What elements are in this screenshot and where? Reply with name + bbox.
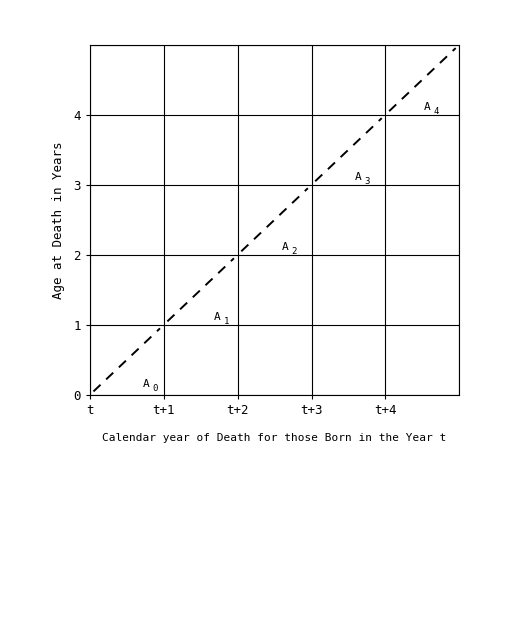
Text: A: A <box>282 242 289 252</box>
Text: 0: 0 <box>153 383 158 393</box>
Y-axis label: Age at Death in Years: Age at Death in Years <box>52 141 65 299</box>
Text: A: A <box>424 102 431 111</box>
Text: Calendar year of Death for those Born in the Year t: Calendar year of Death for those Born in… <box>102 433 447 443</box>
Text: A: A <box>354 172 361 182</box>
Text: 4: 4 <box>433 107 439 116</box>
Text: 3: 3 <box>364 177 370 186</box>
Text: A: A <box>214 312 221 322</box>
Text: 2: 2 <box>291 247 297 256</box>
Text: 1: 1 <box>223 317 229 326</box>
Text: A: A <box>143 378 150 389</box>
